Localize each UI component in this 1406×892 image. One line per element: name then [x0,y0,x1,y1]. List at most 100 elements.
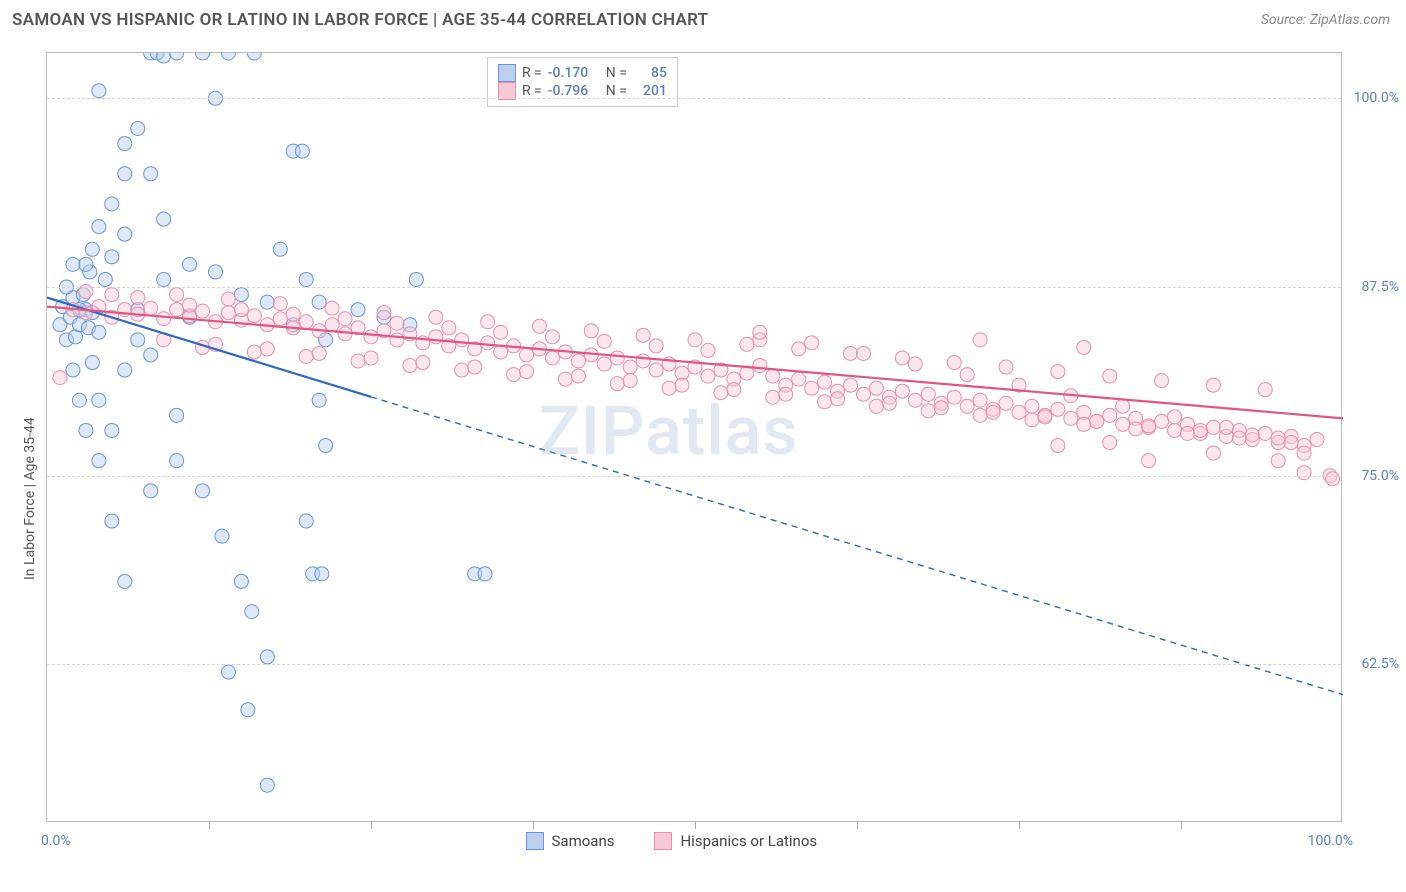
data-point [351,303,365,317]
data-point [1064,411,1078,425]
data-point [170,454,184,468]
data-point [429,310,443,324]
data-point [818,375,832,389]
legend-series-label: Samoans [552,832,615,850]
data-point [390,333,404,347]
data-point [1051,439,1065,453]
data-point [66,257,80,271]
data-point [183,257,197,271]
data-point [92,393,106,407]
data-point [947,356,961,370]
data-point [999,360,1013,374]
data-point [481,336,495,350]
data-point [72,393,86,407]
data-point [960,368,974,382]
data-point [973,393,987,407]
data-point [571,354,585,368]
data-point [520,348,534,362]
data-point [215,529,229,543]
data-point [442,321,456,335]
legend-r-value: -0.796 [548,83,600,99]
data-point [636,354,650,368]
data-point [1258,426,1272,440]
grid-line [47,287,1341,288]
data-point [520,365,534,379]
data-point [208,265,222,279]
data-point [351,354,365,368]
data-point [558,372,572,386]
data-point [1142,419,1156,433]
data-point [895,351,909,365]
data-point [1103,369,1117,383]
data-point [377,306,391,320]
trend-line [47,307,1343,419]
data-point [245,605,259,619]
data-point [416,356,430,370]
grid-line [47,476,1341,477]
plot-area: ZIPatlas R =-0.170N =85R =-0.796N =201 6… [46,52,1342,822]
data-point [105,288,119,302]
data-point [325,301,339,315]
data-point [105,250,119,264]
data-point [688,333,702,347]
data-point [468,360,482,374]
data-point [157,212,171,226]
legend-n-label: N = [606,83,627,99]
data-point [234,303,248,317]
data-point [792,342,806,356]
data-point [144,348,158,362]
data-point [481,315,495,329]
data-point [286,307,300,321]
data-point [1103,408,1117,422]
data-point [234,288,248,302]
data-point [53,371,67,385]
data-point [1051,365,1065,379]
data-point [1245,428,1259,442]
data-point [1116,417,1130,431]
legend-swatch [526,832,544,850]
data-point [584,324,598,338]
data-point [118,227,132,241]
legend-series-label: Hispanics or Latinos [680,832,817,850]
data-point [429,330,443,344]
data-point [1155,414,1169,428]
data-point [131,291,145,305]
data-point [701,369,715,383]
data-point [131,121,145,135]
data-point [312,393,326,407]
data-point [455,333,469,347]
data-point [338,312,352,326]
x-tick [1019,821,1020,829]
x-tick [209,821,210,829]
x-tick [857,821,858,829]
data-point [597,334,611,348]
data-point [1168,423,1182,437]
data-point [1025,399,1039,413]
data-point [260,650,274,664]
data-point [118,167,132,181]
legend-r-value: -0.170 [548,65,600,81]
series-legend: Samoans Hispanics or Latinos [526,832,818,850]
data-point [662,381,676,395]
data-point [221,292,235,306]
legend-series-item: Hispanics or Latinos [654,832,817,850]
data-point [714,386,728,400]
data-point [1038,410,1052,424]
data-point [260,342,274,356]
data-point [403,359,417,373]
data-point [844,378,858,392]
data-point [364,330,378,344]
data-point [66,363,80,377]
scatter-svg [47,53,1343,823]
data-point [92,84,106,98]
data-point [157,53,171,63]
legend-r-label: R = [522,83,542,99]
data-point [1077,340,1091,354]
data-point [921,387,935,401]
data-point [1297,466,1311,480]
data-point [649,363,663,377]
data-point [1206,420,1220,434]
data-point [610,377,624,391]
data-point [85,242,99,256]
correlation-legend: R =-0.170N =85R =-0.796N =201 [487,57,678,107]
